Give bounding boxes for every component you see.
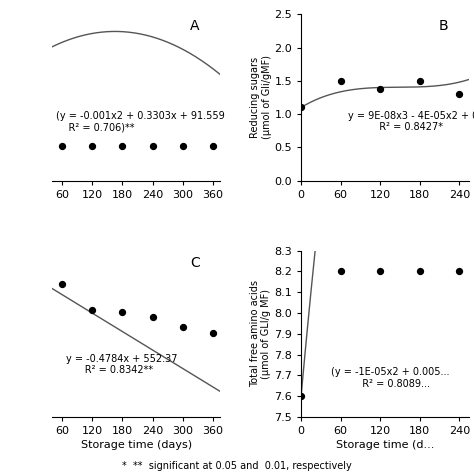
Point [456,268,463,275]
Point [297,104,305,111]
Text: B: B [439,19,448,33]
Point [209,142,217,150]
Text: (y = -0.001x2 + 0.3303x + 91.559
    R² = 0.706)**: (y = -0.001x2 + 0.3303x + 91.559 R² = 0.… [55,111,224,132]
Point [58,280,66,288]
Text: y = -0.4784x + 552.37
      R² = 0.8342**: y = -0.4784x + 552.37 R² = 0.8342** [65,354,177,375]
Point [118,142,126,149]
Point [118,308,126,316]
X-axis label: Storage time (d...: Storage time (d... [336,440,434,450]
Point [337,77,345,84]
Point [416,268,424,275]
Text: y = 9E-08x3 - 4E-05x2 + 0.0...
          R² = 0.8427*: y = 9E-08x3 - 4E-05x2 + 0.0... R² = 0.84… [348,111,474,132]
Point [376,268,384,275]
Text: A: A [190,19,200,33]
Point [179,143,186,150]
Text: *  **  significant at 0.05 and  0.01, respectively: * ** significant at 0.05 and 0.01, respe… [122,461,352,471]
Point [209,329,217,337]
Point [179,324,186,331]
Point [337,268,345,275]
X-axis label: Storage time (days): Storage time (days) [81,440,192,450]
Point [456,91,463,98]
Y-axis label: Total free amino acids
(μmol of GLI/g MF): Total free amino acids (μmol of GLI/g MF… [250,281,272,387]
Point [376,85,384,92]
Point [149,142,156,149]
Y-axis label: Reducing sugars
(μmol of Gli/gMF): Reducing sugars (μmol of Gli/gMF) [250,55,272,139]
Point [58,142,66,150]
Point [297,392,305,400]
Point [89,142,96,149]
Text: (y = -1E-05x2 + 0.005...
          R² = 0.8089...: (y = -1E-05x2 + 0.005... R² = 0.8089... [331,367,450,389]
Text: C: C [190,255,200,270]
Point [416,77,424,84]
Point [149,313,156,321]
Point [89,306,96,313]
